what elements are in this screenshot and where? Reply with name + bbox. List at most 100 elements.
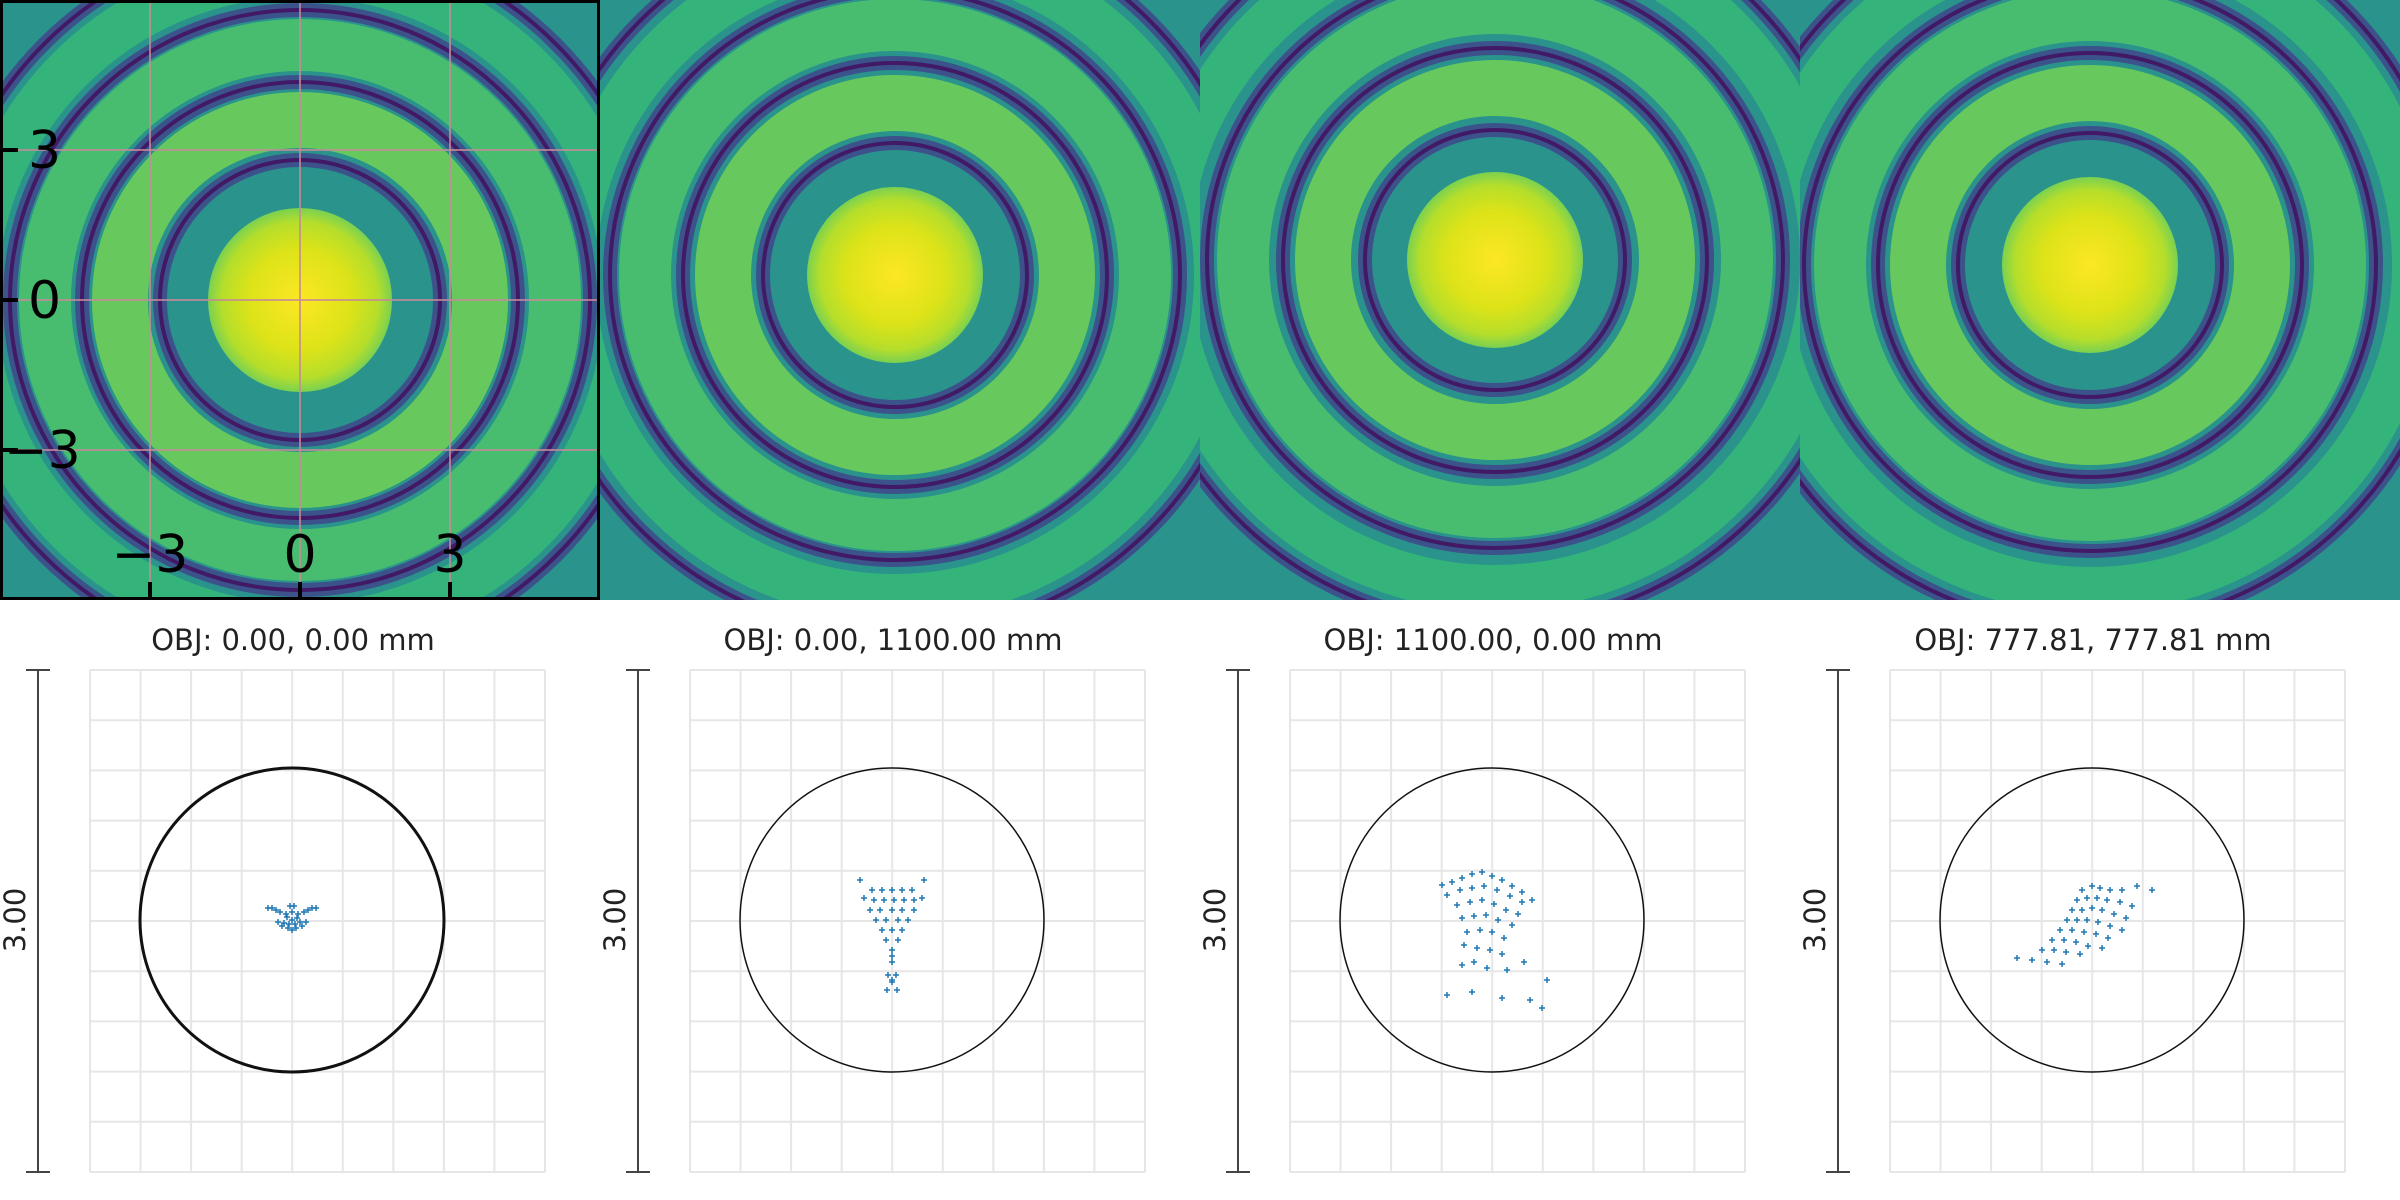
spot-point	[287, 903, 293, 909]
spot-point	[1544, 977, 1550, 983]
spot-point	[2117, 899, 2123, 905]
spot-point	[293, 925, 299, 931]
spot-point	[2057, 927, 2063, 933]
spot-point	[919, 895, 925, 901]
spot-point	[2104, 897, 2110, 903]
spot-point	[2081, 929, 2087, 935]
spot-point	[284, 914, 290, 920]
spot-ylabel: 3.00	[1198, 888, 1232, 953]
psf-dark-ring-core	[1802, 0, 2378, 553]
spot-point	[2107, 887, 2113, 893]
spot-point	[2085, 943, 2091, 949]
spot-point	[1479, 897, 1485, 903]
airy-disk-circle	[1939, 767, 2245, 1073]
spot-point	[2063, 949, 2069, 955]
spot-point	[879, 887, 885, 893]
spot-point	[301, 909, 307, 915]
spot-point	[1467, 899, 1473, 905]
spot-point	[313, 905, 319, 911]
spot-point	[2093, 931, 2099, 937]
spot-point	[1515, 911, 1521, 917]
spot-point	[2149, 887, 2155, 893]
spot-point	[1469, 885, 1475, 891]
psf-dark-ring-core	[1205, 0, 1785, 550]
spot-point	[1539, 1005, 1545, 1011]
spot-point	[1501, 935, 1507, 941]
x-tick-label: 3	[433, 525, 466, 585]
spot-point	[911, 907, 917, 913]
psf-axes: −3 0 3 3 0 −3	[0, 0, 600, 600]
x-tick-label: −3	[112, 525, 189, 585]
psf-bright-ring	[1217, 0, 1773, 538]
spot-point	[1509, 922, 1515, 928]
psf-bright-ring	[600, 0, 1200, 600]
spot-point	[2079, 887, 2085, 893]
spot-point	[273, 907, 279, 913]
spot-point	[2099, 907, 2105, 913]
spot-point	[1474, 945, 1480, 951]
spot-ylabel: 3.00	[1798, 888, 1832, 953]
spot-point	[1509, 883, 1515, 889]
y-tick-label: −3	[4, 421, 81, 481]
y-tick-label: 0	[28, 271, 61, 331]
psf-bright-ring	[1200, 0, 1800, 600]
spot-point	[2077, 951, 2083, 957]
spot-point	[893, 972, 899, 978]
spot-ylabel: 3.00	[598, 888, 632, 953]
spot-point	[879, 927, 885, 933]
spot-point	[911, 897, 917, 903]
airy-disk-circle	[138, 766, 446, 1074]
spot-point	[895, 937, 901, 943]
spot-point	[283, 911, 289, 917]
psf-bright-ring	[1295, 60, 1695, 460]
spot-point	[895, 917, 901, 923]
spot-point	[889, 953, 895, 959]
psf-panel-4	[1800, 0, 2400, 600]
psf-core-spot	[807, 187, 983, 363]
spot-point	[2061, 937, 2067, 943]
spot-point	[289, 927, 295, 933]
spot-point	[285, 925, 291, 931]
psf-dark-ring-core	[761, 141, 1029, 409]
psf-bright-ring	[1890, 65, 2290, 465]
spot-point	[289, 909, 295, 915]
spot-point	[1487, 947, 1493, 953]
spot-point	[861, 895, 867, 901]
spot-point	[2074, 897, 2080, 903]
spot-point	[1469, 871, 1475, 877]
spot-diagram-2: OBJ: 0.00, 1100.00 mm 3.00	[598, 623, 1146, 1173]
psf-bright-ring	[695, 75, 1095, 475]
spot-point	[2069, 907, 2075, 913]
spot-point	[1499, 951, 1505, 957]
psf-dark-ring-core	[1956, 131, 2224, 399]
x-tick-label: 0	[283, 525, 316, 585]
spot-point	[921, 877, 927, 883]
spot-point	[905, 917, 911, 923]
spot-point	[279, 923, 285, 929]
spot-point	[1449, 879, 1455, 885]
spot-point	[899, 887, 905, 893]
spot-point	[869, 887, 875, 893]
spot-point	[883, 937, 889, 943]
spot-point	[2119, 887, 2125, 893]
spot-point	[1495, 917, 1501, 923]
spot-point	[1491, 901, 1497, 907]
spot-point	[1494, 887, 1500, 893]
spot-point	[1454, 902, 1460, 908]
spot-point	[2079, 907, 2085, 913]
spot-point	[1521, 959, 1527, 965]
spot-point	[889, 927, 895, 933]
spot-diagram-4: OBJ: 777.81, 777.81 mm 3.00	[1798, 623, 2346, 1173]
spot-point	[1444, 992, 1450, 998]
spot-point	[277, 909, 283, 915]
psf-bright-ring	[619, 0, 1171, 551]
spot-point	[857, 877, 863, 883]
spot-point	[305, 907, 311, 913]
spot-point	[1439, 882, 1445, 888]
airy-disk-circle	[1339, 767, 1645, 1073]
spot-point	[2094, 895, 2100, 901]
spot-point	[1503, 907, 1509, 913]
spot-point	[1479, 869, 1485, 875]
spot-point	[1519, 899, 1525, 905]
spot-point	[303, 919, 309, 925]
